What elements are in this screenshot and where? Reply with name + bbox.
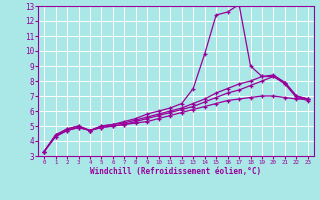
X-axis label: Windchill (Refroidissement éolien,°C): Windchill (Refroidissement éolien,°C): [91, 167, 261, 176]
